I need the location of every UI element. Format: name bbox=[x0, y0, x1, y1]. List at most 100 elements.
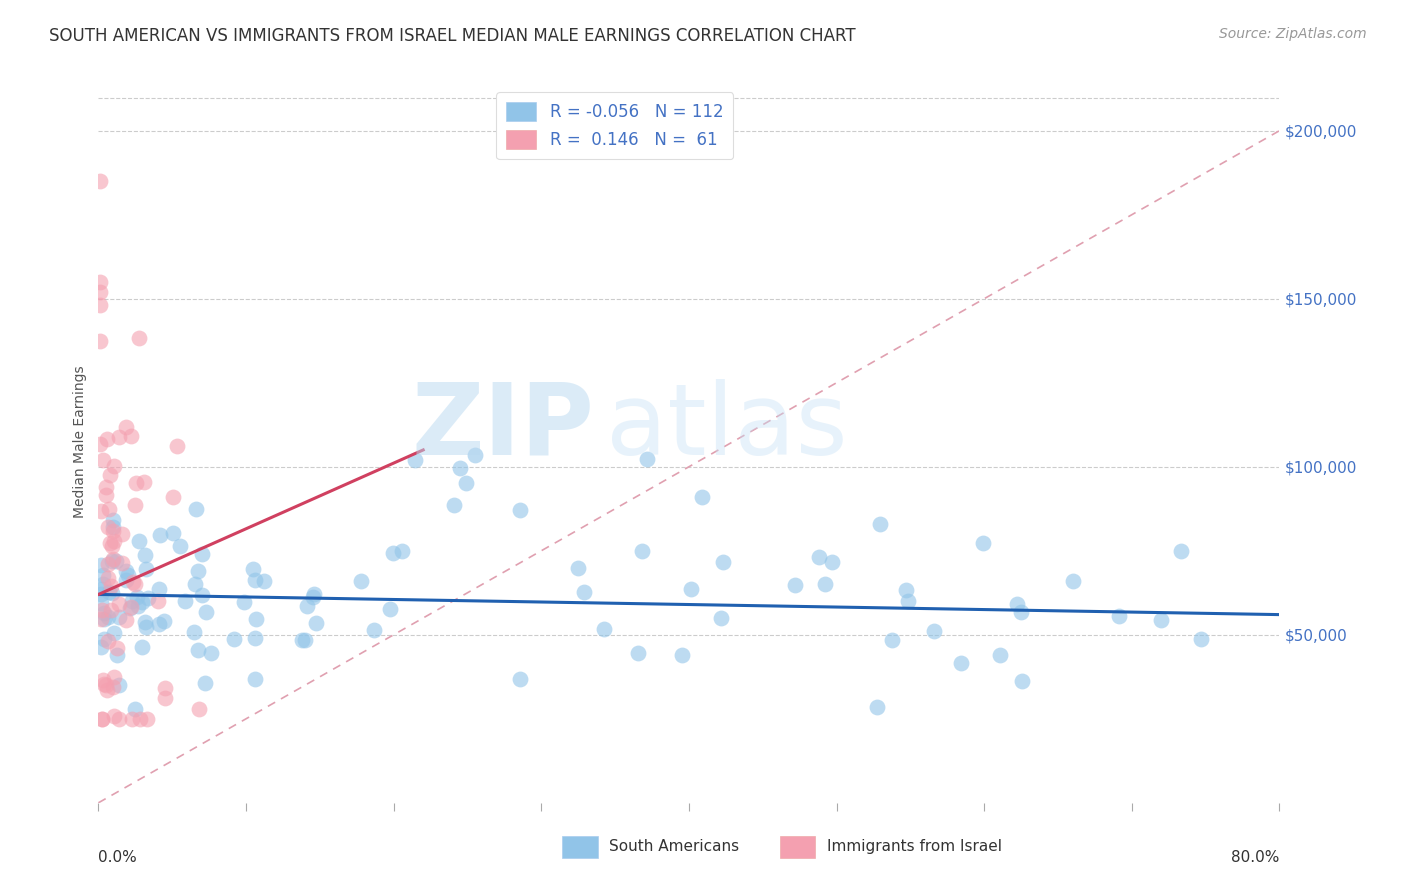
Point bbox=[90, 504, 112, 518]
Point bbox=[153, 681, 176, 695]
Point bbox=[128, 331, 150, 345]
Point bbox=[105, 648, 128, 662]
Point bbox=[124, 702, 146, 716]
Point bbox=[131, 595, 153, 609]
Point bbox=[96, 683, 118, 698]
Point bbox=[115, 573, 138, 587]
Point bbox=[97, 558, 120, 572]
Point bbox=[89, 298, 111, 312]
Point bbox=[380, 602, 402, 616]
Point bbox=[593, 623, 616, 637]
Point bbox=[1170, 544, 1192, 558]
Y-axis label: Median Male Earnings: Median Male Earnings bbox=[73, 365, 87, 518]
Point bbox=[101, 552, 124, 566]
Point bbox=[509, 503, 531, 517]
Point bbox=[91, 567, 114, 582]
Point bbox=[120, 429, 142, 443]
Point bbox=[97, 634, 120, 648]
Point bbox=[117, 568, 139, 582]
Point bbox=[103, 533, 125, 548]
Point bbox=[111, 556, 134, 570]
Point bbox=[291, 632, 314, 647]
Point bbox=[692, 490, 714, 504]
Text: Source: ZipAtlas.com: Source: ZipAtlas.com bbox=[1219, 27, 1367, 41]
Point bbox=[711, 555, 734, 569]
Point bbox=[972, 536, 994, 550]
Point bbox=[184, 502, 207, 516]
Point bbox=[572, 584, 595, 599]
Point bbox=[155, 691, 177, 706]
Point bbox=[187, 564, 209, 578]
Point bbox=[91, 453, 114, 467]
Point bbox=[96, 678, 118, 692]
Point bbox=[96, 488, 118, 502]
Point bbox=[91, 673, 114, 687]
Point bbox=[108, 429, 131, 443]
Point bbox=[1062, 574, 1084, 588]
Point bbox=[114, 613, 136, 627]
Point bbox=[93, 632, 115, 646]
Point bbox=[454, 476, 477, 491]
Point bbox=[897, 593, 920, 607]
Point bbox=[127, 599, 149, 614]
Point bbox=[1108, 609, 1130, 624]
Point bbox=[90, 582, 112, 596]
Point bbox=[100, 603, 122, 617]
Point bbox=[105, 640, 128, 655]
Point bbox=[166, 439, 188, 453]
Point bbox=[194, 605, 217, 619]
Point bbox=[108, 678, 131, 692]
Point bbox=[91, 712, 114, 726]
Point bbox=[449, 460, 471, 475]
Point bbox=[131, 640, 153, 655]
Point bbox=[122, 574, 145, 589]
Point bbox=[869, 516, 891, 531]
Point bbox=[681, 582, 703, 597]
Point bbox=[169, 539, 191, 553]
Point bbox=[391, 544, 413, 558]
Point bbox=[626, 646, 648, 660]
Point bbox=[124, 577, 146, 591]
Point bbox=[186, 642, 208, 657]
Point bbox=[103, 520, 125, 534]
Point bbox=[128, 712, 150, 726]
Point bbox=[162, 490, 184, 504]
Point bbox=[134, 548, 156, 562]
Text: 0.0%: 0.0% bbox=[98, 850, 138, 864]
Point bbox=[115, 564, 138, 578]
Point bbox=[404, 453, 426, 467]
Point bbox=[90, 596, 112, 610]
Point bbox=[135, 620, 157, 634]
Point bbox=[305, 616, 328, 631]
Point bbox=[101, 539, 124, 553]
Point bbox=[1011, 674, 1033, 689]
Point bbox=[509, 672, 531, 686]
Point bbox=[100, 579, 122, 593]
Point bbox=[91, 603, 114, 617]
Point bbox=[128, 533, 150, 548]
Point bbox=[190, 588, 212, 602]
Point bbox=[89, 285, 111, 299]
Point bbox=[108, 597, 131, 611]
Point bbox=[111, 526, 134, 541]
Point bbox=[631, 544, 654, 558]
Point bbox=[97, 520, 120, 534]
Point bbox=[464, 448, 486, 462]
Point bbox=[90, 558, 112, 573]
Point bbox=[121, 594, 143, 608]
Point bbox=[148, 582, 170, 596]
Point bbox=[89, 334, 111, 348]
Point bbox=[636, 452, 658, 467]
Point bbox=[896, 583, 918, 598]
Point bbox=[90, 640, 112, 654]
Text: atlas: atlas bbox=[606, 378, 848, 475]
Point bbox=[821, 555, 844, 569]
Point bbox=[567, 561, 589, 575]
Point bbox=[96, 432, 118, 446]
Point bbox=[243, 672, 266, 686]
Point bbox=[710, 610, 733, 624]
Point bbox=[243, 573, 266, 587]
Point bbox=[93, 606, 115, 620]
Point bbox=[115, 420, 138, 434]
Point bbox=[125, 590, 148, 604]
